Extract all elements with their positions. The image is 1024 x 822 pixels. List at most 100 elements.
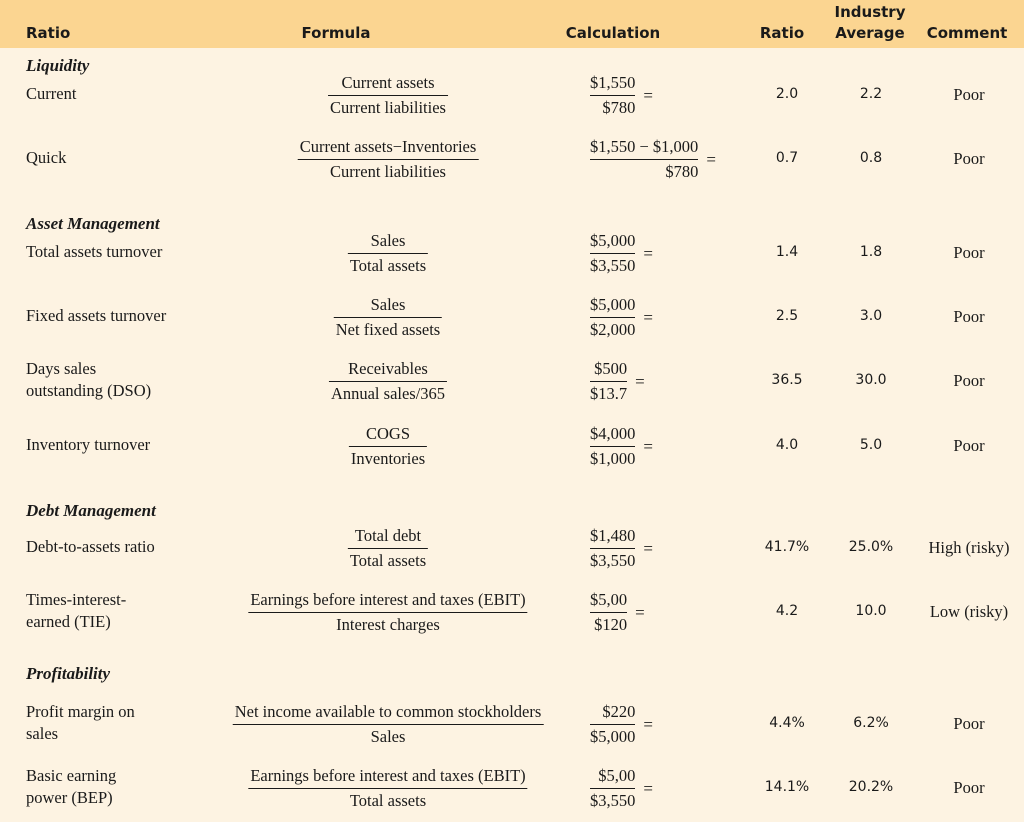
calculation-values: $500 $13.7 (590, 358, 628, 405)
fraction-bar (590, 95, 636, 96)
calculation-fraction: $1,550 $780 = (590, 72, 653, 119)
ratio-value: 41.7% (764, 539, 810, 555)
calculation-numerator: $4,000 (590, 424, 636, 443)
header-comment: Comment (926, 24, 1008, 42)
calculation-values: $4,000 $1,000 (590, 423, 636, 470)
ratio-name-line1: Days sales (26, 359, 97, 378)
calculation-denominator: $120 (594, 615, 628, 634)
comment-value: Poor (953, 371, 985, 390)
header-ratio-value: Ratio (759, 24, 805, 42)
formula-numerator: Current assets (341, 73, 435, 92)
formula-numerator: COGS (365, 424, 411, 443)
calculation-fraction: $4,000 $1,000 = (590, 423, 653, 470)
equals-sign: = (643, 85, 653, 105)
ratio-value: 1.4 (775, 244, 799, 260)
fraction-bar (590, 446, 636, 447)
fraction-bar (328, 95, 448, 96)
formula-denominator: Current liabilities (330, 98, 446, 117)
industry-average-value: 2.2 (859, 86, 883, 102)
ratio-name-line2: outstanding (DSO) (26, 381, 152, 400)
ratio-value: 14.1% (764, 779, 810, 795)
header-industry-average: Industry Average (835, 2, 906, 44)
formula-fraction: Current assets−Inventories Current liabil… (297, 136, 479, 183)
formula-denominator: Inventories (350, 449, 426, 468)
formula-denominator: Total assets (349, 256, 427, 275)
fraction-bar (590, 253, 636, 254)
ratio-name-line1: Basic earning (26, 766, 117, 785)
formula-fraction: COGS Inventories (348, 423, 428, 470)
calculation-fraction: $1,550 − $1,000 $780 = (590, 136, 716, 183)
calculation-numerator: $1,550 − $1,000 (590, 137, 699, 156)
ratio-name-line2: power (BEP) (26, 788, 113, 807)
formula-numerator: Net income available to common stockhold… (234, 702, 542, 721)
equals-sign: = (643, 243, 653, 263)
formula-numerator: Earnings before interest and taxes (EBIT… (250, 590, 526, 609)
formula-denominator: Annual sales/365 (330, 384, 446, 403)
fraction-bar (328, 381, 448, 382)
calculation-denominator: $13.7 (590, 384, 628, 403)
formula-numerator: Receivables (348, 359, 428, 378)
comment-value: Poor (953, 436, 985, 455)
calculation-values: $5,00 $3,550 (590, 765, 636, 812)
comment-value: Poor (953, 714, 985, 733)
calculation-fraction: $220 $5,000 = (590, 701, 653, 748)
fraction-bar (590, 317, 636, 318)
ratio-name: Total assets turnover (26, 241, 162, 263)
calculation-numerator: $500 (594, 359, 628, 378)
comment-value: Poor (953, 149, 985, 168)
equals-sign: = (643, 778, 653, 798)
formula-fraction: Current assets Current liabilities (328, 72, 448, 119)
calculation-denominator: $5,000 (590, 727, 636, 746)
calculation-numerator: $5,000 (590, 231, 636, 250)
ratio-name-line1: Total assets turnover (26, 242, 163, 261)
equals-sign: = (643, 436, 653, 456)
header-industry-line1: Industry (834, 3, 906, 21)
calculation-denominator: $2,000 (590, 320, 636, 339)
formula-denominator: Total assets (349, 791, 427, 810)
ratio-value: 4.0 (775, 437, 799, 453)
fraction-bar (248, 612, 528, 613)
ratio-name: Inventory turnover (26, 434, 150, 456)
equals-sign: = (643, 538, 653, 558)
ratio-name: Debt-to-assets ratio (26, 536, 155, 558)
calculation-fraction: $500 $13.7 = (590, 358, 645, 405)
formula-denominator: Total assets (349, 551, 427, 570)
formula-numerator: Current assets−Inventories (299, 137, 477, 156)
formula-denominator: Sales (370, 727, 406, 746)
ratio-name-line2: earned (TIE) (26, 612, 111, 631)
fraction-bar (347, 253, 429, 254)
table-header: Ratio Formula Calculation Ratio Industry… (0, 0, 1024, 48)
calculation-numerator: $1,480 (590, 526, 636, 545)
comment-value: Poor (953, 243, 985, 262)
industry-average-value: 6.2% (853, 715, 889, 731)
formula-denominator: Interest charges (336, 615, 440, 634)
ratio-name-line1: Inventory turnover (26, 435, 151, 454)
fraction-bar (590, 724, 636, 725)
fraction-bar (590, 788, 636, 789)
ratio-name-line1: Times-interest- (26, 590, 127, 609)
industry-average-value: 0.8 (859, 150, 883, 166)
fraction-bar (348, 446, 428, 447)
formula-numerator: Sales (370, 231, 406, 250)
fraction-bar (297, 159, 479, 160)
fraction-bar (347, 548, 429, 549)
ratio-name: Quick (26, 147, 66, 169)
calculation-denominator: $780 (665, 162, 699, 181)
header-formula: Formula (301, 24, 371, 42)
ratio-name: Days sales outstanding (DSO) (26, 358, 151, 402)
calculation-numerator: $5,00 (590, 590, 628, 609)
formula-fraction: Net income available to common stockhold… (232, 701, 544, 748)
calculation-denominator: $3,550 (590, 551, 636, 570)
comment-value: High (risky) (928, 538, 1010, 557)
formula-denominator: Net fixed assets (335, 320, 441, 339)
industry-average-value: 30.0 (855, 372, 887, 388)
calculation-values: $1,550 $780 (590, 72, 636, 119)
ratio-name: Fixed assets turnover (26, 305, 166, 327)
calculation-values: $220 $5,000 (590, 701, 636, 748)
calculation-fraction: $5,00 $3,550 = (590, 765, 653, 812)
fraction-bar (232, 724, 544, 725)
formula-fraction: Sales Total assets (347, 230, 429, 277)
ratio-value: 2.5 (775, 308, 799, 324)
comment-value: Low (risky) (929, 602, 1009, 621)
calculation-numerator: $5,00 (598, 766, 636, 785)
